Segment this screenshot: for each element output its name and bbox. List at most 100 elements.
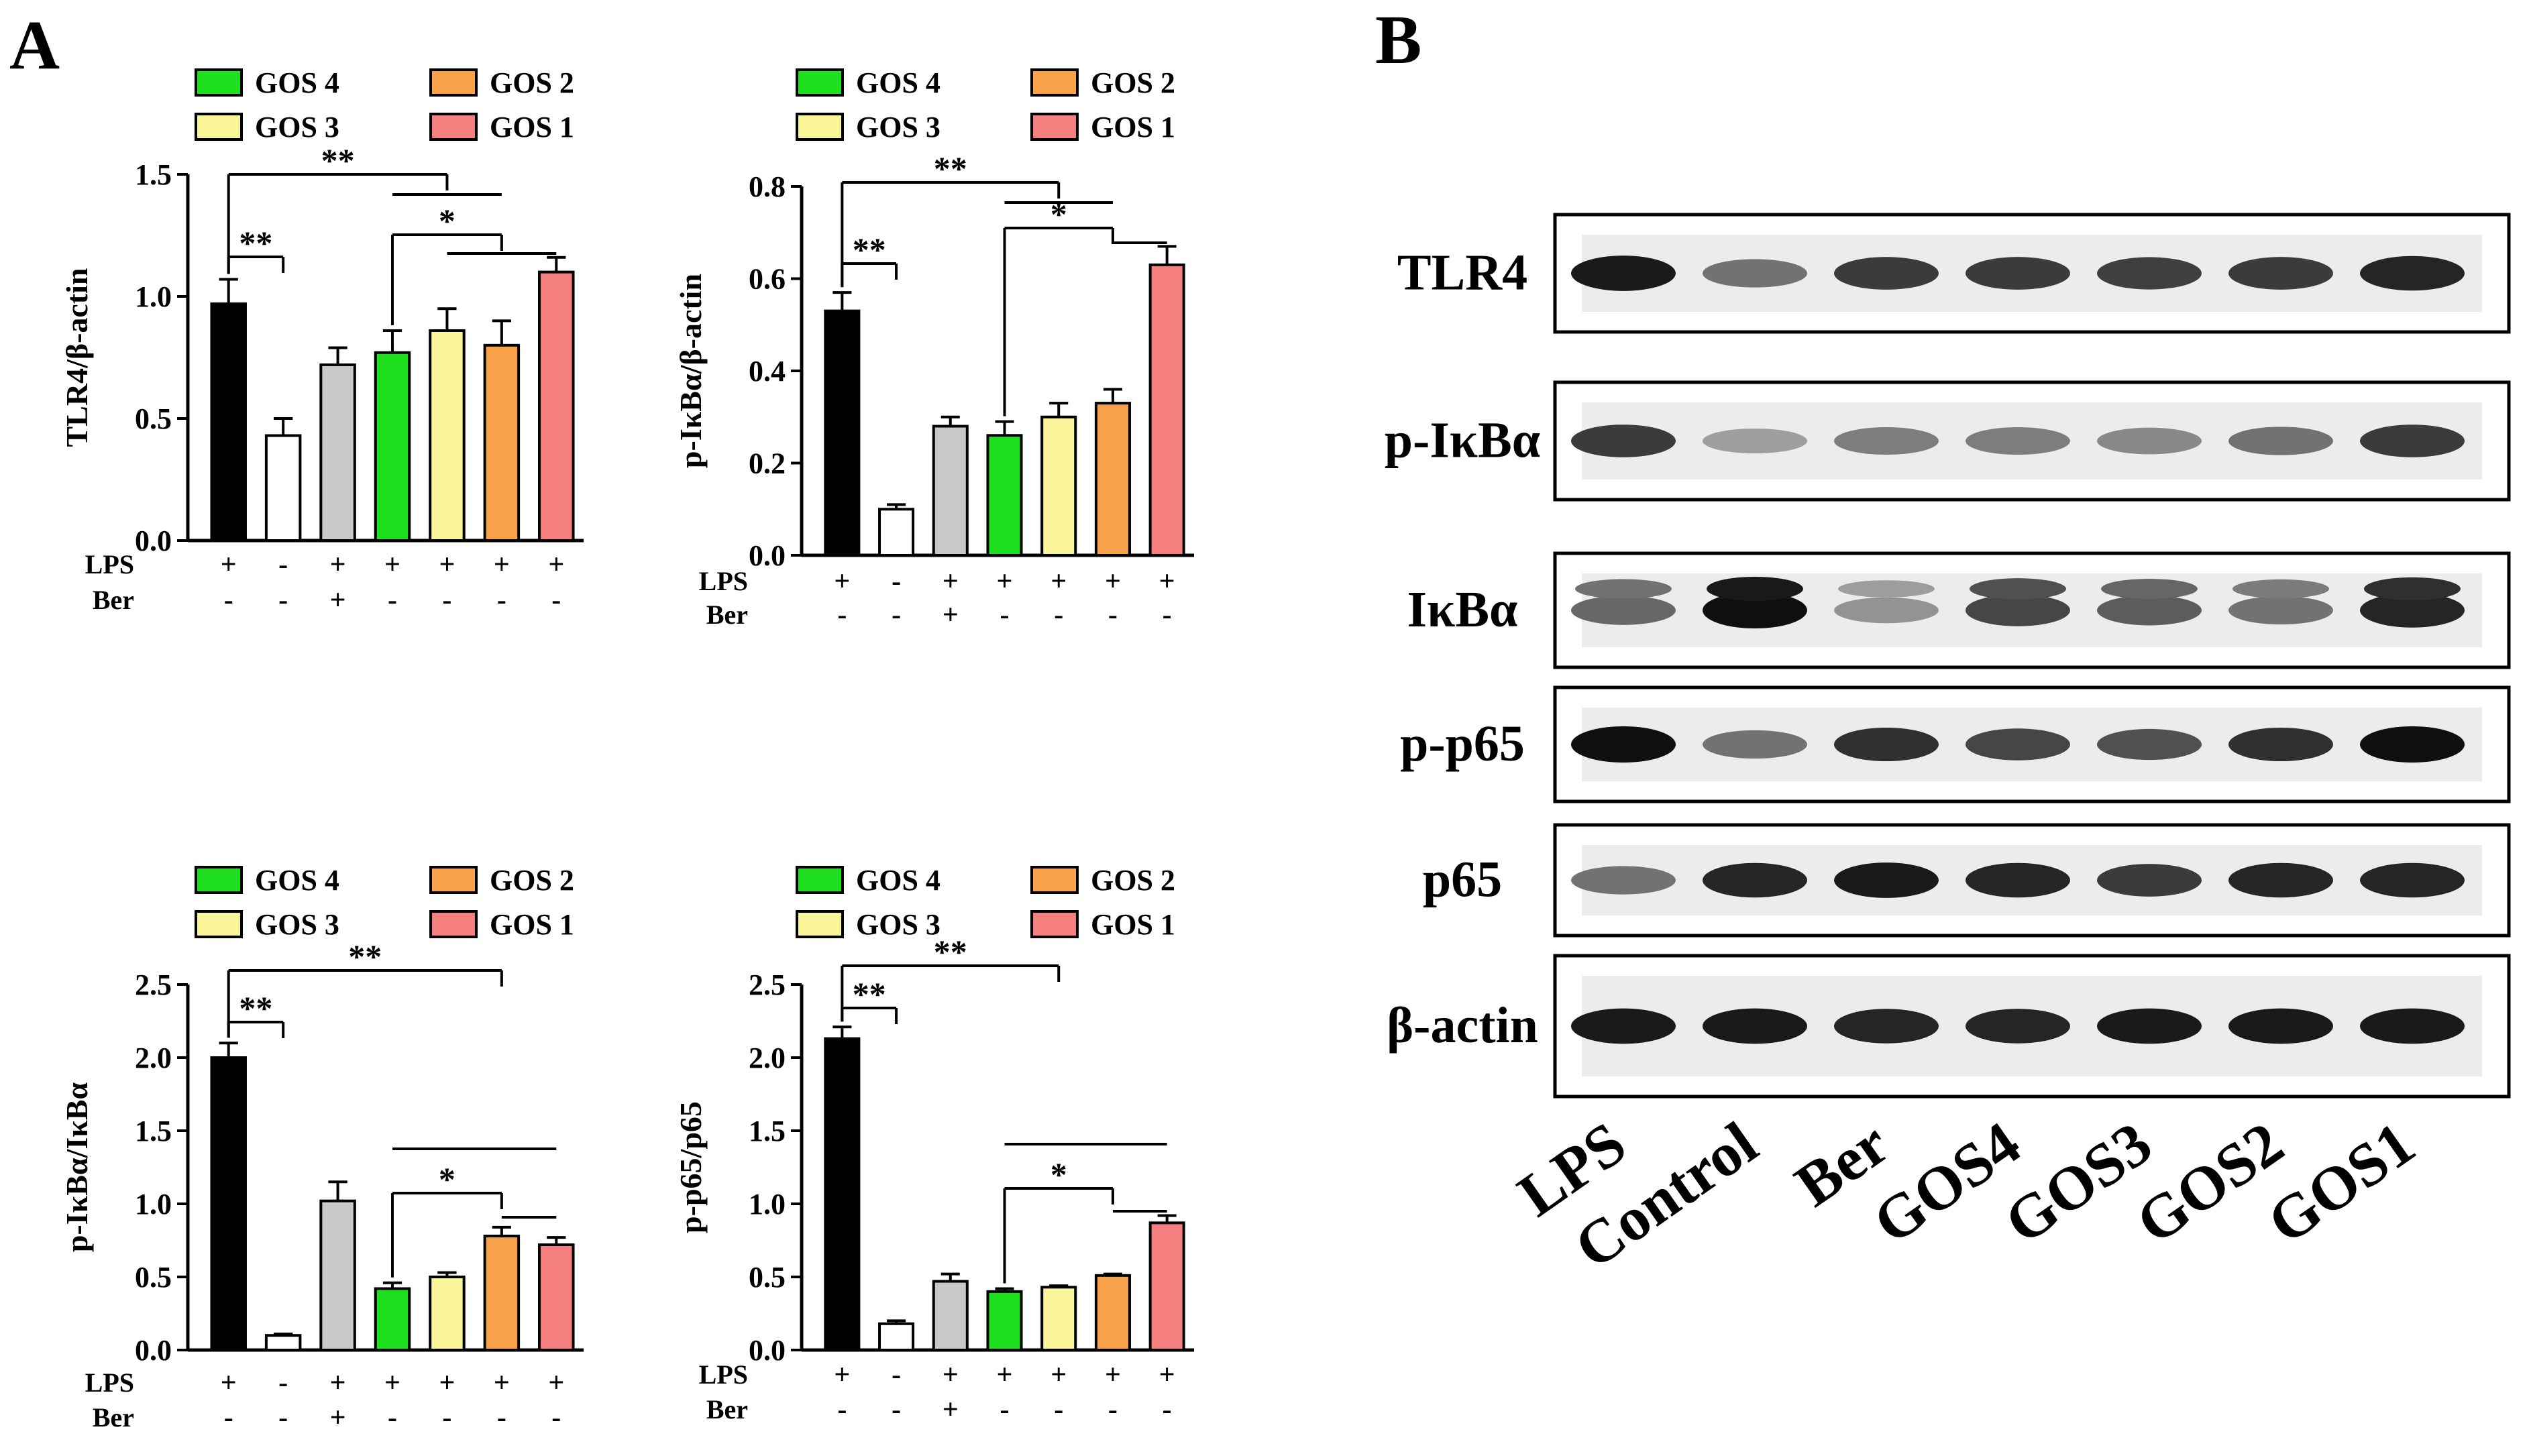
y-axis-label: p-IκBα/IκBα — [60, 1082, 94, 1253]
y-axis-label: TLR4/β-actin — [60, 268, 94, 447]
ber-sign: - — [837, 1394, 847, 1425]
lps-sign: + — [834, 566, 850, 597]
band-beta-actin — [2360, 1008, 2465, 1044]
ber-sign: - — [497, 585, 506, 616]
lps-sign: + — [997, 1359, 1013, 1390]
band-p-p65 — [2097, 728, 2202, 761]
bar — [210, 302, 247, 542]
ber-sign: + — [943, 600, 959, 630]
label-ikba: IκBα — [1407, 581, 1518, 638]
band-beta-actin — [2228, 1008, 2333, 1044]
y-tick-label: 1.0 — [135, 280, 172, 313]
bar — [1040, 1286, 1077, 1352]
band-p65 — [2097, 864, 2202, 897]
lps-row-label: LPS — [699, 566, 748, 596]
ber-sign: - — [551, 585, 561, 616]
significance-label: ** — [934, 933, 967, 970]
significance-label: ** — [853, 975, 886, 1013]
band-p-ikba — [1834, 427, 1939, 455]
legend-swatch — [1030, 113, 1079, 141]
bar — [1094, 1274, 1131, 1351]
lps-sign: + — [494, 549, 510, 580]
band-p-ikba — [1966, 427, 2070, 455]
label-tlr4: TLR4 — [1397, 245, 1527, 301]
lps-sign: + — [1051, 1359, 1067, 1390]
bar — [429, 1276, 466, 1351]
band-ikba — [2364, 577, 2461, 601]
band-tlr4 — [2097, 257, 2202, 290]
lane-label: GOS2 — [2124, 1109, 2295, 1257]
y-tick-label: 0.0 — [135, 1334, 172, 1367]
band-beta-actin — [1834, 1009, 1939, 1044]
band-ikba — [2228, 596, 2333, 625]
ber-row-label: Ber — [93, 1402, 134, 1433]
y-tick-label: 2.5 — [135, 968, 172, 1001]
legend-label: GOS 2 — [1091, 864, 1175, 897]
band-ikba — [2232, 579, 2329, 599]
band-tlr4 — [1966, 257, 2070, 290]
lps-sign: + — [1105, 566, 1121, 597]
ber-sign: - — [442, 585, 451, 616]
band-tlr4 — [2228, 257, 2333, 290]
legend-swatch — [796, 113, 844, 141]
y-tick-label: 1.0 — [135, 1188, 172, 1221]
band-p-ikba — [1703, 428, 1807, 454]
lps-sign: + — [221, 1367, 237, 1398]
legend-label: GOS 2 — [490, 66, 574, 99]
ber-sign: - — [1108, 1394, 1118, 1425]
bar — [374, 1287, 411, 1351]
band-ikba — [1966, 594, 2070, 626]
band-p-p65 — [2360, 726, 2465, 763]
lps-sign: - — [278, 1367, 288, 1398]
legend-label: GOS 4 — [856, 864, 940, 897]
bar — [538, 1243, 575, 1352]
lps-sign: - — [892, 566, 901, 597]
ber-sign: - — [551, 1402, 561, 1433]
band-beta-actin — [1571, 1008, 1676, 1044]
band-ikba — [1838, 580, 1935, 598]
band-p-ikba — [2228, 427, 2333, 455]
ber-sign: - — [224, 1402, 233, 1433]
legend-swatch — [1030, 910, 1079, 938]
lps-sign: + — [1159, 566, 1175, 597]
bar — [319, 363, 356, 542]
ber-sign: - — [497, 1402, 506, 1433]
band-p-p65 — [1703, 730, 1807, 759]
bar — [986, 1290, 1023, 1352]
lps-sign: + — [330, 1367, 346, 1398]
y-tick-label: 2.5 — [749, 968, 786, 1001]
legend-label: GOS 3 — [255, 908, 339, 941]
band-p65 — [1703, 862, 1807, 898]
lps-sign: + — [548, 549, 564, 580]
legend-label: GOS 2 — [1091, 66, 1175, 99]
band-ikba — [1571, 596, 1676, 625]
band-p-p65 — [1966, 728, 2070, 761]
band-p65 — [1834, 862, 1939, 898]
ber-sign: + — [330, 1402, 346, 1433]
band-p-ikba — [2360, 425, 2465, 457]
lps-sign: - — [892, 1359, 901, 1390]
significance-label: * — [1051, 1156, 1067, 1193]
y-tick-label: 0.0 — [749, 1334, 786, 1367]
lps-sign: + — [221, 549, 237, 580]
ber-sign: - — [837, 600, 847, 630]
ber-row-label: Ber — [93, 585, 134, 615]
bar — [483, 343, 521, 542]
significance-label: * — [439, 202, 455, 239]
lane-label: GOS4 — [1861, 1109, 2032, 1257]
legend-label: GOS 4 — [255, 66, 339, 99]
bar — [878, 1322, 915, 1352]
bar — [1148, 263, 1185, 557]
bar — [538, 270, 575, 542]
ber-sign: - — [388, 585, 397, 616]
y-tick-label: 2.0 — [749, 1042, 786, 1074]
lps-sign: + — [384, 549, 400, 580]
legend-label: GOS 1 — [490, 111, 574, 144]
band-p-p65 — [1834, 727, 1939, 762]
y-tick-label: 1.5 — [135, 158, 172, 191]
bar — [986, 434, 1023, 557]
legend-swatch — [429, 68, 478, 97]
lps-sign: + — [834, 1359, 850, 1390]
bar — [264, 1334, 302, 1351]
